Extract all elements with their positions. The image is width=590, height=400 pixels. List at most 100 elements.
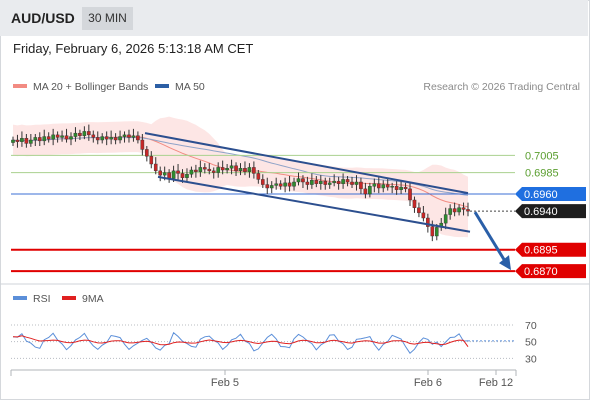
candle-body: [20, 138, 24, 142]
candle-body: [301, 178, 305, 183]
candle-body: [203, 167, 207, 170]
candle-body: [399, 186, 403, 190]
legend-swatch-ma20: [13, 84, 27, 88]
candle-body: [162, 172, 167, 176]
candle-body: [332, 180, 336, 184]
candle-body: [278, 183, 283, 187]
legend-swatch-ma50: [155, 84, 169, 88]
candle-body: [354, 181, 359, 185]
candle-body: [426, 217, 430, 227]
candle-body: [385, 184, 390, 188]
rsi-legend-label: RSI: [33, 293, 51, 305]
support-label-box-5: [515, 264, 586, 279]
pivot-label-box: [515, 187, 586, 201]
candle-body: [323, 180, 328, 185]
candle-body: [225, 168, 229, 171]
candle-body: [185, 174, 189, 178]
candle-body: [376, 183, 381, 189]
candle-body: [327, 182, 332, 185]
candle-body: [430, 226, 435, 237]
candle-body: [265, 184, 270, 189]
candle-body: [336, 180, 341, 184]
x-label-2: Feb 12: [479, 377, 513, 389]
candle-body: [91, 134, 96, 138]
candle-body: [408, 188, 412, 201]
candle-body: [15, 139, 20, 142]
candle-body: [381, 184, 386, 189]
rsi-ma-line: [12, 335, 469, 347]
last-price-label: 0.6940: [524, 206, 558, 218]
candle-body: [87, 131, 91, 136]
candle-body: [372, 183, 377, 187]
candle-body: [452, 208, 457, 213]
candle-body: [78, 132, 82, 136]
candle-body: [417, 207, 421, 214]
channel-upper-line: [144, 132, 469, 195]
support-label-5: 0.6870: [524, 266, 558, 278]
last-price-box: [515, 204, 586, 219]
candle-body: [247, 167, 252, 172]
candle-body: [292, 181, 296, 187]
candle-body: [100, 136, 105, 141]
candle-body: [118, 136, 122, 141]
candle-body: [33, 137, 38, 141]
candle-body: [252, 167, 256, 174]
candle-body: [243, 168, 247, 172]
candle-body: [314, 180, 319, 184]
candle-body: [412, 199, 417, 208]
header-bar: AUD/USD 30 MIN: [0, 0, 588, 36]
candle-body: [238, 168, 243, 172]
support-label-4: 0.6895: [524, 245, 558, 257]
rsi-tick-50: 50: [525, 337, 537, 349]
candle-body: [269, 185, 274, 189]
candle-body: [109, 137, 113, 140]
candle-body: [127, 134, 131, 138]
candle-body: [229, 165, 234, 169]
candle-body: [11, 139, 15, 143]
candle-body: [287, 182, 292, 187]
chart-datetime: Friday, February 6, 2026 5:13:18 AM CET: [13, 41, 254, 56]
timeframe-badge[interactable]: 30 MIN: [82, 7, 133, 30]
candle-body: [131, 135, 136, 138]
candle-body: [29, 139, 33, 144]
candle-body: [64, 135, 69, 140]
x-label-1: Feb 6: [414, 377, 442, 389]
candle-body: [113, 137, 118, 141]
candle-body: [55, 134, 60, 138]
candle-body: [216, 167, 220, 173]
candle-body: [390, 186, 394, 188]
pivot-label: 0.6960: [524, 189, 558, 201]
rsi-tick-70: 70: [525, 320, 537, 332]
rsi-line: [12, 331, 469, 354]
candle-body: [82, 131, 87, 136]
x-label-0: Feb 5: [211, 377, 239, 389]
candle-body: [158, 170, 163, 176]
candle-body: [318, 180, 323, 184]
candle-body: [149, 156, 154, 165]
candle-body: [261, 179, 265, 185]
candle-body: [95, 137, 100, 141]
candle-body: [368, 186, 372, 195]
candle-body: [403, 186, 408, 190]
candle-body: [350, 181, 354, 185]
candle-body: [198, 167, 203, 172]
candle-body: [69, 136, 73, 140]
ma9-legend-label: 9MA: [82, 293, 104, 305]
candle-body: [434, 227, 439, 237]
candle-body: [296, 178, 301, 183]
candle-body: [122, 134, 127, 137]
candle-body: [394, 186, 399, 190]
candle-body: [51, 134, 55, 140]
candle-body: [194, 169, 198, 172]
candle-body: [176, 170, 180, 174]
candle-body: [443, 214, 448, 224]
candle-body: [46, 136, 51, 140]
bollinger-band: [13, 116, 468, 238]
candle-body: [310, 180, 314, 185]
candle-body: [37, 137, 42, 142]
candle-body: [207, 168, 212, 172]
level-label-1: 0.6985: [525, 168, 559, 180]
support-label-box-4: [515, 242, 586, 257]
candle-body: [359, 181, 363, 190]
candle-body: [421, 212, 426, 219]
